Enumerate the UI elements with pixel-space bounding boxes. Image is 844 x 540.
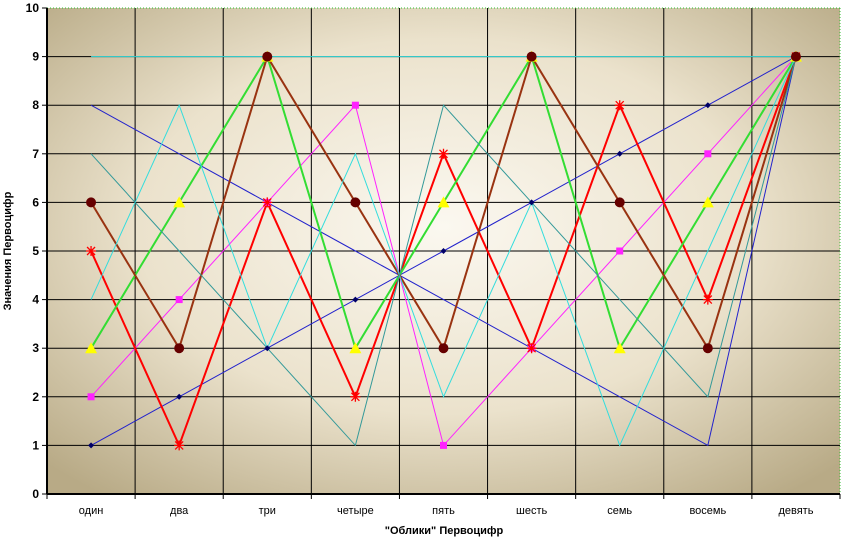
x-tick-label: один — [79, 505, 104, 517]
y-tick-label: 7 — [32, 147, 39, 161]
y-tick-label: 1 — [32, 438, 39, 452]
x-tick-labels: один два три четыре пять шесть семь восемь девят… — [79, 505, 814, 517]
data-point-s1-1 — [88, 442, 95, 449]
data-point-s4-2 — [174, 440, 185, 451]
data-point-s5-8 — [701, 196, 714, 208]
y-axis-title: Значения Первоцифр — [2, 191, 14, 310]
x-tick-label: девять — [778, 505, 813, 517]
data-point-s6-8 — [702, 343, 713, 354]
data-point-s1-5 — [440, 248, 447, 254]
y-tick-label: 0 — [32, 487, 39, 501]
x-tick-label: четыре — [337, 505, 374, 517]
data-point-s4-7 — [614, 100, 625, 111]
y-tick-label: 10 — [26, 1, 40, 15]
data-point-s1-3 — [264, 345, 271, 352]
data-point-s1-7 — [616, 150, 623, 157]
y-tick-label: 6 — [32, 195, 39, 209]
data-point-s6-6 — [526, 51, 537, 62]
data-point-s3-4 — [351, 101, 359, 109]
data-point-s3-8 — [704, 150, 712, 158]
data-point-s3-2 — [175, 296, 183, 304]
data-point-s5-1 — [85, 342, 98, 354]
data-point-s4-5 — [438, 148, 449, 159]
y-tick-label: 2 — [32, 390, 39, 404]
data-point-s6-9 — [790, 51, 801, 62]
data-point-s5-4 — [349, 342, 362, 354]
x-tick-label: два — [170, 505, 189, 517]
axes — [42, 7, 841, 499]
y-tick-label: 4 — [32, 293, 39, 307]
data-point-s4-3 — [262, 197, 273, 208]
data-point-s5-2 — [173, 196, 186, 208]
x-tick-label: три — [259, 505, 276, 517]
data-point-s1-2 — [176, 393, 183, 400]
data-point-s4-4 — [350, 391, 361, 402]
data-point-s5-5 — [437, 196, 450, 208]
y-tick-label: 9 — [32, 50, 39, 64]
y-tick-label: 8 — [32, 98, 39, 112]
series-line-2 — [90, 56, 797, 447]
series-line-8 — [90, 56, 797, 447]
data-point-s4-8 — [702, 294, 713, 305]
x-tick-label: семь — [607, 505, 632, 517]
data-point-s6-5 — [438, 343, 449, 354]
y-tick-label: 5 — [32, 244, 39, 258]
data-point-s6-2 — [174, 343, 185, 354]
data-point-s1-8 — [704, 102, 711, 109]
data-point-s6-1 — [86, 197, 97, 208]
data-point-s5-7 — [613, 342, 626, 354]
marker-layer — [85, 50, 802, 451]
data-point-s6-4 — [350, 197, 361, 208]
x-tick-label: шесть — [516, 505, 547, 517]
data-point-s3-1 — [87, 393, 95, 401]
data-point-s3-7 — [616, 247, 624, 255]
data-point-s1-6 — [528, 199, 535, 206]
data-point-s3-5 — [440, 441, 447, 449]
series-line-7 — [90, 56, 797, 447]
x-tick-label: восемь — [689, 505, 726, 517]
y-tick-label: 3 — [32, 341, 39, 355]
data-point-s6-3 — [262, 51, 273, 62]
data-point-s4-6 — [526, 343, 537, 354]
y-tick-labels: 0 1 2 3 4 5 6 7 8 9 10 — [26, 1, 40, 501]
data-point-s6-7 — [614, 197, 625, 208]
data-point-s4-1 — [86, 246, 97, 256]
data-point-s1-4 — [352, 296, 359, 303]
x-tick-label: пять — [432, 505, 455, 517]
x-axis-title: "Облики" Первоцифр — [385, 525, 504, 537]
